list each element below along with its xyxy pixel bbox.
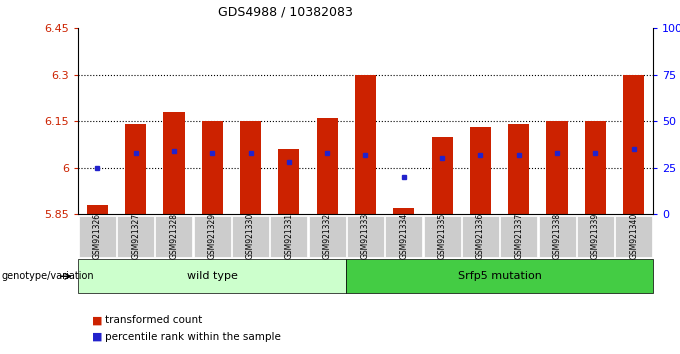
- Text: wild type: wild type: [187, 271, 238, 281]
- Bar: [432, 137, 453, 214]
- Text: percentile rank within the sample: percentile rank within the sample: [105, 332, 282, 342]
- Text: GSM921335: GSM921335: [438, 213, 447, 259]
- Text: GSM921326: GSM921326: [93, 213, 102, 259]
- Text: GSM921337: GSM921337: [514, 213, 523, 259]
- Text: ■: ■: [92, 332, 102, 342]
- Bar: [547, 121, 568, 214]
- Text: GDS4988 / 10382083: GDS4988 / 10382083: [218, 5, 353, 18]
- Text: GSM921330: GSM921330: [246, 213, 255, 259]
- Bar: [508, 124, 529, 214]
- Text: GSM921327: GSM921327: [131, 213, 140, 259]
- Text: Srfp5 mutation: Srfp5 mutation: [458, 271, 541, 281]
- Bar: [623, 75, 644, 214]
- Text: GSM921336: GSM921336: [476, 213, 485, 259]
- Bar: [125, 124, 146, 214]
- Bar: [470, 127, 491, 214]
- Bar: [355, 75, 376, 214]
- Text: genotype/variation: genotype/variation: [1, 271, 94, 281]
- Text: GSM921333: GSM921333: [361, 213, 370, 259]
- Text: GSM921340: GSM921340: [629, 213, 638, 259]
- Bar: [278, 149, 299, 214]
- Text: GSM921331: GSM921331: [284, 213, 293, 259]
- Bar: [585, 121, 606, 214]
- Bar: [317, 118, 338, 214]
- Text: GSM921338: GSM921338: [553, 213, 562, 259]
- Text: GSM921332: GSM921332: [323, 213, 332, 259]
- Text: GSM921339: GSM921339: [591, 213, 600, 259]
- Text: GSM921329: GSM921329: [208, 213, 217, 259]
- Bar: [163, 112, 184, 214]
- Text: transformed count: transformed count: [105, 315, 203, 325]
- Text: ■: ■: [92, 315, 102, 325]
- Bar: [202, 121, 223, 214]
- Bar: [393, 208, 414, 214]
- Bar: [240, 121, 261, 214]
- Bar: [87, 205, 108, 214]
- Text: GSM921334: GSM921334: [399, 213, 408, 259]
- Text: GSM921328: GSM921328: [169, 213, 178, 259]
